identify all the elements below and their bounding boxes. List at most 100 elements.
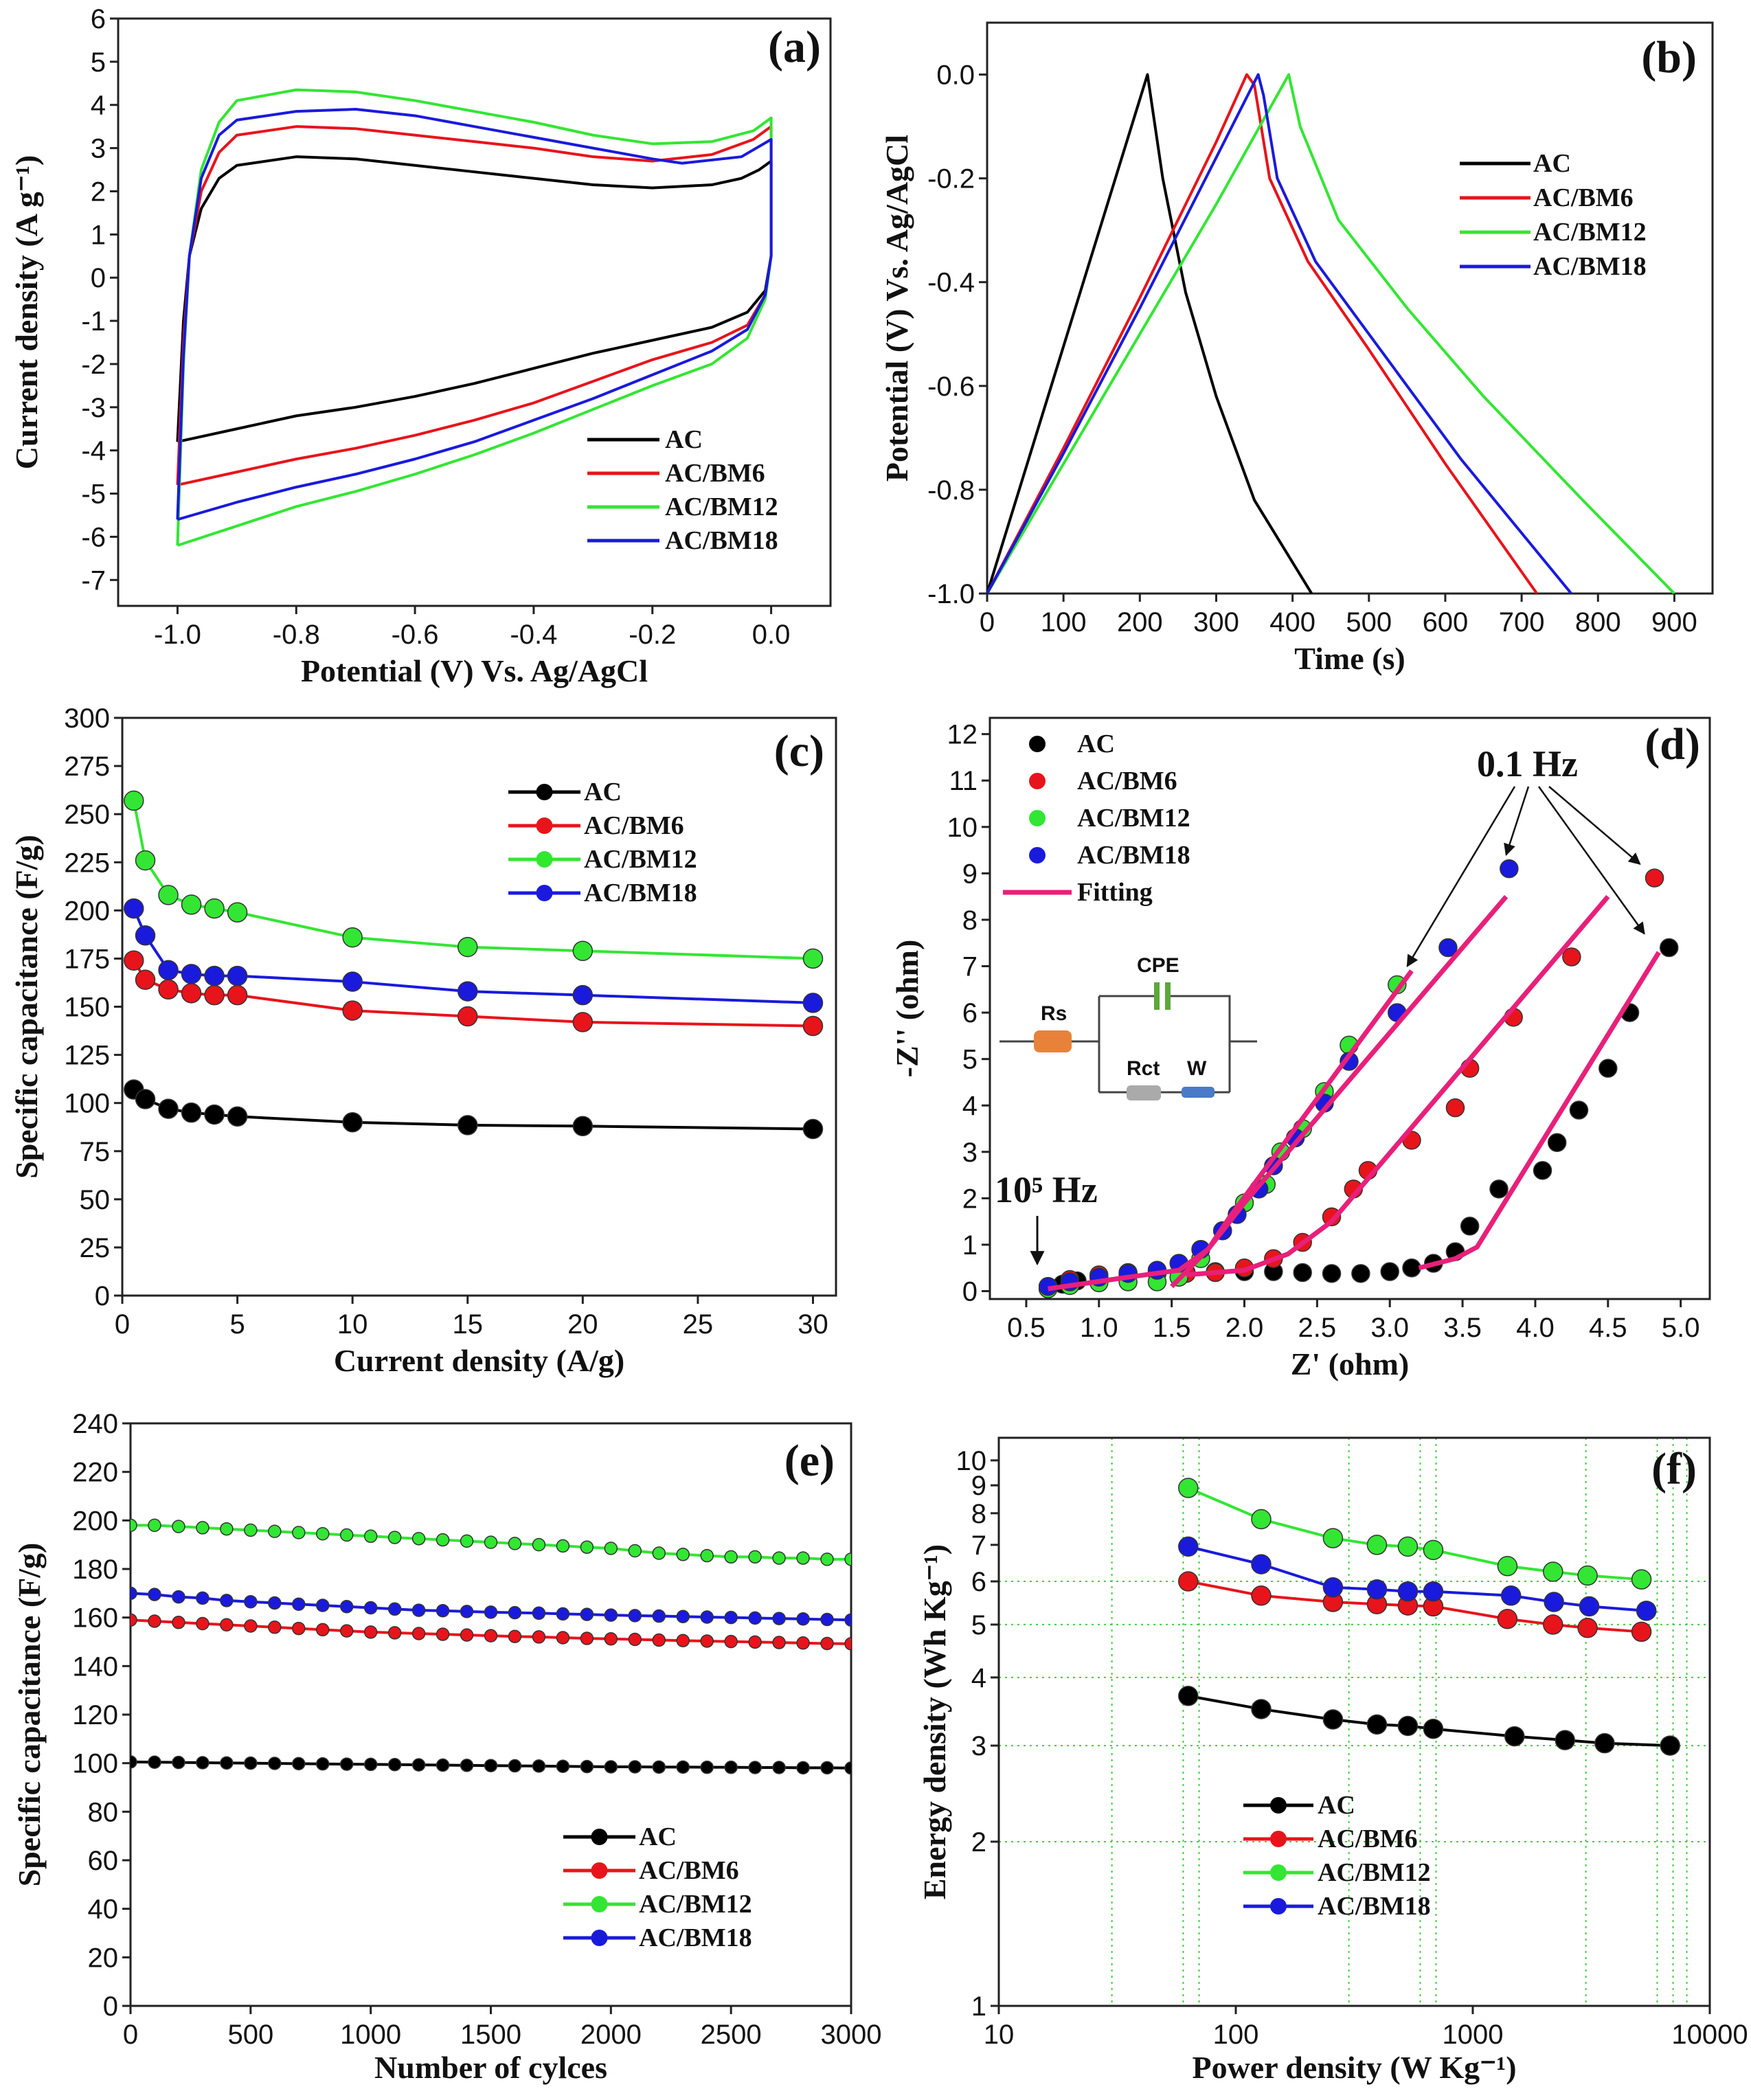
x-tick-label: -0.2 [629, 620, 676, 650]
y-tick-label: 275 [64, 752, 110, 782]
x-tick-label: 10000 [1671, 2020, 1748, 2050]
x-tick-label: 5.0 [1662, 1313, 1700, 1343]
data-point [820, 1612, 834, 1627]
data-point [1660, 1735, 1680, 1756]
legend-label: AC/BM18 [665, 526, 778, 555]
data-point [748, 1635, 762, 1649]
series-line [987, 73, 1313, 594]
data-point [1251, 1585, 1272, 1606]
data-point [172, 1755, 185, 1770]
data-point [1380, 1262, 1399, 1281]
annotation-arrow [1537, 786, 1645, 935]
data-point [572, 1012, 594, 1032]
y-tick-label: 5 [91, 47, 106, 78]
y-tick-label: 25 [80, 1233, 111, 1263]
legend-label: AC/BM6 [1533, 183, 1634, 212]
data-point [580, 1607, 594, 1621]
data-point [135, 1089, 156, 1109]
series-line [176, 125, 773, 486]
legend-item: AC/BM18 [1460, 252, 1647, 281]
plot-frame [997, 1436, 1711, 2007]
series-ac-bm18 [987, 73, 1572, 594]
y-tick-label: 175 [64, 944, 110, 974]
legend-label: AC/BM12 [1077, 804, 1190, 833]
x-axis-title: Z' (ohm) [1291, 1346, 1410, 1381]
data-point [292, 1621, 306, 1636]
data-point [1438, 938, 1458, 958]
series-line [1170, 969, 1414, 1289]
y-tick-label: 250 [64, 800, 110, 830]
y-tick-label: 200 [72, 1506, 118, 1536]
data-point [604, 1632, 618, 1646]
data-point [363, 1529, 378, 1544]
y-axis-title: -Z'' (ohm) [890, 940, 925, 1078]
data-point [131, 1518, 137, 1533]
data-point [1533, 1161, 1552, 1180]
x-axis-title: Number of cylces [374, 2050, 607, 2085]
legend-label: AC/BM6 [1077, 767, 1177, 795]
x-tick-label: 3000 [821, 2020, 882, 2050]
data-point [131, 1613, 137, 1627]
legend-marker [591, 1862, 608, 1879]
series-line [1186, 894, 1610, 1278]
data-point [411, 1532, 426, 1546]
x-tick-label: 1000 [340, 2020, 401, 2050]
data-point [172, 1520, 185, 1533]
data-point [181, 894, 202, 915]
y-tick-label: 140 [72, 1651, 118, 1682]
series-fit [1186, 894, 1610, 1278]
data-point [652, 1546, 666, 1560]
data-point [532, 1537, 546, 1552]
y-tick-label: -0.6 [927, 372, 975, 402]
series-ac-bm18 [124, 898, 824, 1013]
data-point [268, 1596, 282, 1610]
data-point [148, 1614, 161, 1628]
data-point [135, 850, 156, 871]
x-tick-label: 500 [1346, 607, 1392, 637]
y-tick-label: -5 [81, 479, 106, 510]
x-tick-label: 4.0 [1516, 1313, 1555, 1343]
data-point [484, 1605, 498, 1619]
x-tick-label: 200 [1117, 607, 1163, 637]
data-point [1251, 1554, 1272, 1574]
x-tick-label: 5 [229, 1309, 245, 1340]
data-point [844, 1637, 851, 1651]
data-point [1445, 1098, 1465, 1118]
y-tick-label: 150 [64, 993, 110, 1023]
data-point [387, 1531, 402, 1544]
series-layer [987, 73, 1675, 594]
y-tick-label: 100 [72, 1749, 118, 1779]
data-point [227, 902, 248, 923]
legend-marker [536, 784, 553, 800]
legend-item: AC/BM6 [587, 459, 765, 488]
data-point [436, 1627, 450, 1641]
x-tick-label: -0.6 [392, 620, 439, 650]
y-axis-title: Energy density (Wh Kg⁻¹) [917, 1544, 952, 1899]
data-point [148, 1518, 161, 1533]
x-tick-label: 1.5 [1153, 1313, 1191, 1343]
data-point [508, 1759, 522, 1773]
series-ac-bm6 [1178, 1571, 1652, 1642]
data-point [181, 1102, 202, 1123]
y-tick-label: 2 [91, 177, 106, 207]
legend-label: AC [665, 425, 703, 454]
data-point [1569, 1100, 1589, 1120]
legend-marker [1270, 1797, 1287, 1814]
data-point [802, 1118, 824, 1140]
y-tick-label: -0.2 [927, 164, 975, 194]
data-point [411, 1758, 426, 1772]
data-point [315, 1527, 330, 1541]
data-point [1178, 1686, 1199, 1706]
series-line [1188, 1580, 1642, 1634]
data-point [1251, 1699, 1272, 1719]
legend-item: AC/BM12 [563, 1890, 752, 1919]
legend-marker [591, 1930, 608, 1946]
data-point [796, 1636, 810, 1650]
data-point [436, 1604, 450, 1618]
series-fit [1170, 969, 1414, 1289]
data-point [772, 1551, 786, 1565]
series-ac-bm18 [176, 108, 773, 521]
data-point [1322, 1264, 1342, 1283]
x-tick-label: 100 [1213, 2020, 1259, 2050]
data-point [1645, 868, 1664, 888]
